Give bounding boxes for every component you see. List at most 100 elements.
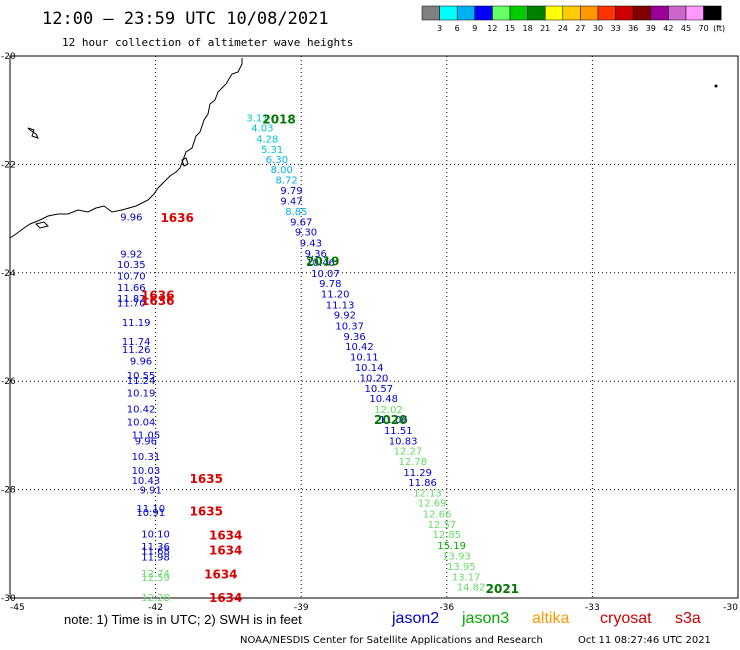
pass-time-label: 2018 <box>262 112 295 126</box>
wave-height-value: 9.67 <box>290 217 312 228</box>
pass-time-label: 2019 <box>306 254 339 268</box>
pass-time-label: 1634 <box>204 568 237 582</box>
wave-height-value: 8.72 <box>276 176 298 187</box>
wave-height-value: 10.31 <box>132 452 161 463</box>
wave-height-value: 13.17 <box>452 572 481 583</box>
legend-s3a: s3a <box>675 610 701 627</box>
pass-time-label: 2020 <box>374 413 407 427</box>
wave-height-colorbar: 3 6 9 12 15 18 21 24 27 30 33 36 39 42 45 70 (ft) <box>421 5 725 33</box>
wave-height-value: 9.36 <box>343 332 365 343</box>
colorbar-swatch <box>474 5 493 21</box>
wave-height-value: 8.85 <box>285 207 307 218</box>
wave-height-value: 9.43 <box>300 239 322 250</box>
colorbar-swatch <box>421 5 440 21</box>
wave-height-value: 11.19 <box>122 318 151 329</box>
colorbar-label: 33 <box>611 24 621 33</box>
wave-height-value: 10.19 <box>127 389 156 400</box>
legend-altika: altika <box>532 610 569 627</box>
wave-height-value: 12.78 <box>399 457 428 468</box>
colorbar-swatch <box>685 5 704 21</box>
wave-height-value: 10.35 <box>117 260 146 271</box>
wave-height-value: 10.42 <box>127 404 156 415</box>
colorbar-swatch <box>632 5 652 21</box>
island-dot <box>714 84 718 88</box>
colorbar-swatch <box>597 5 616 21</box>
island-shape <box>181 157 189 167</box>
wave-height-value: 12.02 <box>374 405 403 416</box>
colorbar-swatch <box>580 5 599 21</box>
y-tick-label: -30 <box>1 594 16 604</box>
footer-credit: NOAA/NESDIS Center for Satellite Applica… <box>240 635 543 646</box>
colorbar-label: 36 <box>628 24 638 33</box>
wave-height-value: 11.10 <box>136 504 165 515</box>
wave-height-value: 8.00 <box>271 165 293 176</box>
x-tick-label: -33 <box>585 603 600 613</box>
wave-height-value: 10.48 <box>369 394 398 405</box>
satellite-legend: jason2 jason3 altika cryosat s3a <box>391 610 701 627</box>
wave-height-value: 12.74 <box>141 569 170 580</box>
lat-lon-grid: -45 -42 -39 -36 -33 -30 -20 -22 -24 -26 -28 -30 <box>1 52 738 613</box>
wave-height-value: 10.11 <box>350 352 379 363</box>
colorbar-swatch <box>509 5 528 21</box>
map-title: 12:00 – 23:59 UTC 10/08/2021 <box>42 9 329 29</box>
colorbar-label: 9 <box>472 24 477 33</box>
x-tick-label: -42 <box>148 603 163 613</box>
colorbar-swatch <box>703 5 722 21</box>
wave-height-value: 11.24 <box>127 376 156 387</box>
colorbar-label: 12 <box>487 24 497 33</box>
colorbar-swatch <box>544 5 564 21</box>
wave-height-value: 10.55 <box>127 371 156 382</box>
wave-height-value: 15.19 <box>437 541 466 552</box>
wave-height-value: 11.51 <box>384 426 413 437</box>
y-tick-label: -20 <box>1 52 16 62</box>
wave-height-value: 12.27 <box>394 447 423 458</box>
colorbar-label: 3 <box>437 24 442 33</box>
wave-height-value: 10.57 <box>365 384 394 395</box>
colorbar-label: 70 <box>699 24 709 33</box>
wave-height-value: 10.37 <box>335 321 364 332</box>
wave-height-value: 10.83 <box>389 436 418 447</box>
map-subtitle: 12 hour collection of altimeter wave hei… <box>62 36 353 49</box>
wave-height-value: 9.36 <box>305 249 327 260</box>
plot-border <box>9 55 739 599</box>
pass-time-label: 1635 <box>190 504 223 518</box>
colorbar-swatch <box>527 5 546 21</box>
pass-time-label: 1636 <box>160 211 193 225</box>
wave-height-value: 6.30 <box>266 155 288 166</box>
legend-cryosat: cryosat <box>600 610 652 627</box>
colorbar-label: 39 <box>646 24 656 33</box>
wave-height-value: 9.92 <box>120 249 142 260</box>
wave-height-value: 4.03 <box>251 124 273 135</box>
wave-height-value: 11.13 <box>326 300 355 311</box>
wave-height-value: 9.96 <box>135 436 157 447</box>
wave-height-value: 11.05 <box>132 430 161 441</box>
wave-height-value: 12.13 <box>413 488 442 499</box>
y-tick-label: -26 <box>1 377 16 387</box>
wave-height-value: 11.98 <box>141 552 170 563</box>
wave-height-value: 10.07 <box>311 269 340 280</box>
wave-height-value: 5.31 <box>261 145 283 156</box>
wave-height-value: 10.42 <box>345 342 374 353</box>
wave-height-value: 11.68 <box>141 546 170 557</box>
wave-height-value: 10.46 <box>306 258 335 269</box>
y-tick-label: -22 <box>1 160 16 170</box>
pass-time-label: 1634 <box>209 543 242 557</box>
pass-time-labels: 2018201920202021163616361636163516351634… <box>141 112 519 605</box>
plot-frame <box>9 55 739 599</box>
y-tick-label: -24 <box>1 269 16 279</box>
pass-time-label: 1636 <box>141 294 174 308</box>
colorbar-label: 24 <box>558 24 568 33</box>
colorbar-label: 18 <box>523 24 533 33</box>
wave-height-value: 11.20 <box>321 289 350 300</box>
footer-note: note: 1) Time is in UTC; 2) SWH is in fe… <box>64 612 302 627</box>
wave-height-value: 11.66 <box>117 283 146 294</box>
legend-jason2: jason2 <box>391 610 439 627</box>
colorbar-swatch <box>562 5 581 21</box>
y-tick-label: -28 <box>1 486 16 496</box>
wave-height-value: 9.30 <box>295 228 317 239</box>
wave-height-value: 12.69 <box>418 499 447 510</box>
colorbar-label: 30 <box>593 24 603 33</box>
colorbar-swatch <box>668 5 687 21</box>
colorbar-label: 21 <box>540 24 550 33</box>
